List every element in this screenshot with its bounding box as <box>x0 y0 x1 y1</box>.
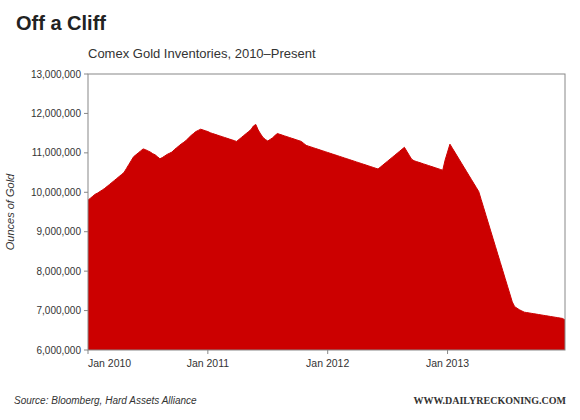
y-tick-label: 10,000,000 <box>31 187 81 198</box>
y-tick <box>84 113 88 114</box>
subtitle: Comex Gold Inventories, 2010–Present <box>88 46 316 61</box>
plot-frame <box>88 74 565 350</box>
y-tick-label: 9,000,000 <box>37 226 82 237</box>
y-tick <box>84 152 88 153</box>
chart: Off a Cliff Comex Gold Inventories, 2010–… <box>0 0 580 420</box>
y-tick <box>84 350 88 351</box>
x-tick <box>207 350 208 354</box>
source-note: Source: Bloomberg, Hard Assets Alliance <box>14 395 197 406</box>
x-tick <box>88 350 89 354</box>
y-tick-label: 8,000,000 <box>37 266 82 277</box>
x-tick-label: Jan 2010 <box>88 357 131 369</box>
axes: 6,000,000 7,000,000 8,000,000 9,000,000 10,0… <box>31 69 469 370</box>
area <box>88 124 565 350</box>
y-tick <box>84 231 88 232</box>
y-tick-label: 6,000,000 <box>37 345 82 356</box>
y-tick <box>84 310 88 311</box>
title: Off a Cliff <box>16 12 106 34</box>
x-tick <box>327 350 328 354</box>
y-tick-label: 7,000,000 <box>37 305 82 316</box>
y-tick <box>84 271 88 272</box>
x-tick-label: Jan 2011 <box>187 357 230 369</box>
source-credit: WWW.DAILYRECKONING.COM <box>413 395 566 406</box>
x-tick-label: Jan 2012 <box>306 357 349 369</box>
x-tick <box>447 350 448 354</box>
y-tick-label: 13,000,000 <box>31 69 81 80</box>
y-axis-label: Ounces of Gold <box>4 173 16 250</box>
y-tick-label: 12,000,000 <box>31 108 81 119</box>
plot-area <box>88 124 565 350</box>
x-tick-label: Jan 2013 <box>426 357 469 369</box>
y-tick <box>84 192 88 193</box>
y-tick <box>84 74 88 75</box>
y-tick-label: 11,000,000 <box>32 147 82 158</box>
